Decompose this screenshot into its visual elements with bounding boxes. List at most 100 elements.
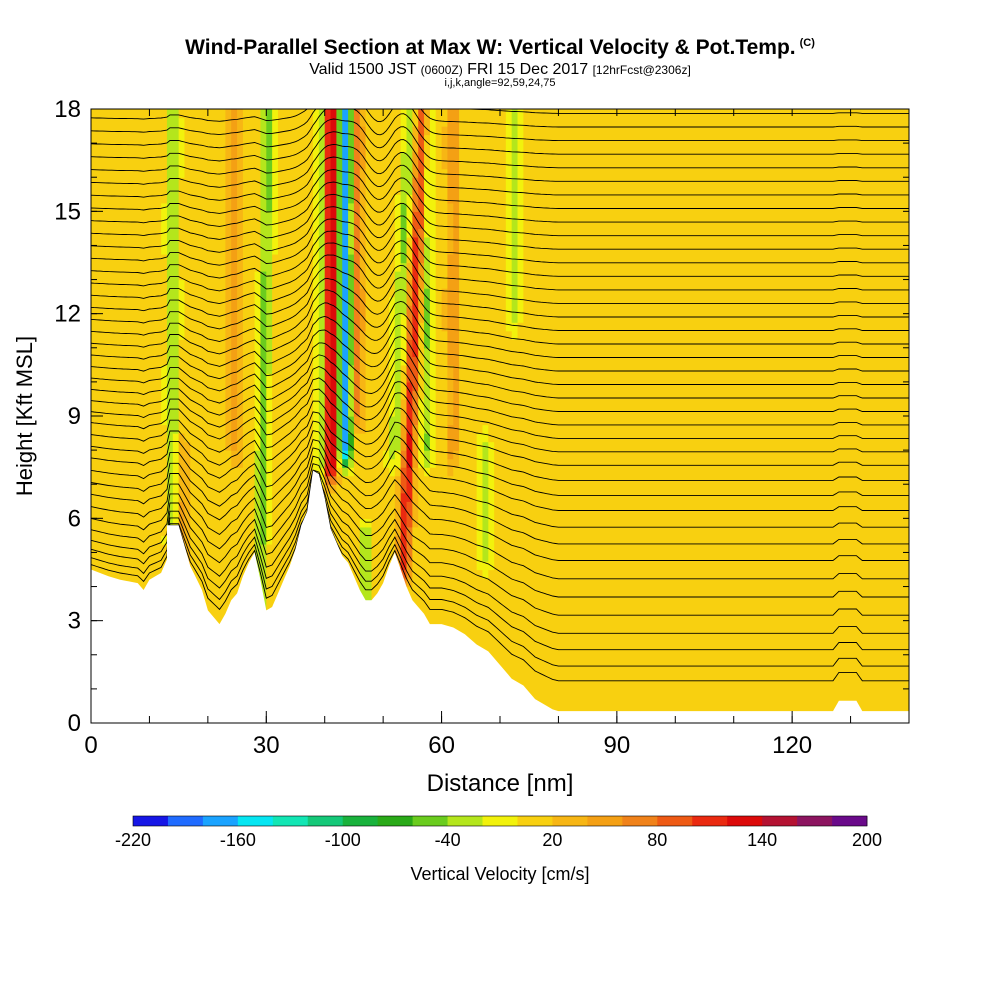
velocity-cell [424, 475, 431, 723]
velocity-cell [394, 535, 402, 579]
velocity-cell [739, 109, 746, 723]
axes: 0 30 60 90 120 0 3 6 9 12 15 18 [54, 96, 910, 759]
isentrope-line [91, 230, 909, 291]
velocity-cell [850, 109, 858, 723]
velocity-cell [897, 109, 904, 723]
velocity-cell [213, 109, 221, 723]
isentrope-line [91, 447, 909, 561]
velocity-cell [190, 109, 197, 723]
colorbar-swatch [272, 816, 309, 826]
isentrope-line [91, 242, 909, 304]
velocity-cell [494, 109, 501, 723]
velocity-cell [330, 109, 337, 468]
colorbar-swatch [657, 816, 693, 826]
velocity-cell [108, 109, 115, 723]
velocity-cell [406, 305, 413, 340]
velocity-cell [336, 475, 343, 485]
velocity-cell [336, 458, 343, 468]
velocity-cell [470, 109, 478, 723]
colorbar-swatch [342, 816, 379, 826]
velocity-cell [424, 236, 431, 289]
velocity-cell [336, 109, 343, 451]
colorbar-swatch [517, 816, 553, 826]
velocity-cell [459, 109, 466, 723]
velocity-cell [406, 467, 413, 502]
velocity-cell [336, 450, 343, 460]
velocity-cell [529, 109, 536, 723]
colorbar-swatch [692, 816, 728, 826]
colorbar-swatch [832, 816, 868, 826]
velocity-cell [482, 109, 489, 426]
velocity-cell [453, 109, 460, 451]
velocity-cell [406, 560, 413, 579]
isentrope-line [91, 366, 909, 439]
velocity-cell [359, 433, 367, 519]
velocity-cell [424, 467, 431, 477]
velocity-cell [400, 364, 408, 400]
velocity-cell [418, 288, 425, 323]
velocity-cell [686, 109, 694, 723]
velocity-cell [114, 109, 121, 723]
isentrope-line [91, 289, 909, 358]
velocity-cell [394, 271, 402, 451]
velocity-cell [266, 373, 273, 545]
velocity-cell [710, 109, 717, 723]
velocity-cell [406, 109, 413, 195]
colorbar-tick-label: 80 [647, 830, 667, 850]
velocity-cell [517, 322, 524, 723]
velocity-cell [424, 347, 431, 434]
velocity-cell [447, 364, 454, 426]
velocity-cell [161, 253, 168, 366]
velocity-cell [412, 390, 419, 426]
velocity-cell [348, 433, 355, 451]
velocity-cell [289, 109, 297, 723]
velocity-cell [511, 322, 519, 340]
velocity-cell [400, 450, 408, 468]
velocity-cell [237, 109, 244, 468]
velocity-cell [383, 109, 390, 451]
velocity-cell [400, 313, 408, 366]
x-tick-label: 60 [428, 732, 455, 759]
velocity-cell [570, 109, 577, 723]
y-tick-label: 6 [68, 505, 81, 532]
velocity-cell [178, 109, 186, 119]
velocity-cell [248, 109, 256, 723]
isentrope-line [91, 266, 909, 331]
velocity-cell [587, 109, 595, 723]
velocity-cell [295, 109, 302, 723]
velocity-cell [535, 109, 542, 723]
velocity-cell [815, 109, 822, 723]
velocity-cell [418, 109, 425, 229]
velocity-cell [272, 109, 279, 255]
velocity-cell [681, 109, 688, 723]
velocity-cell [365, 518, 373, 528]
velocity-cell [388, 296, 396, 417]
colorbar-label: Vertical Velocity [cm/s] [410, 864, 589, 884]
x-tick-label: 120 [772, 732, 812, 759]
velocity-cell [441, 109, 449, 127]
velocity-cell [342, 467, 349, 477]
velocity-cell [272, 253, 279, 723]
colorbar-tick-label: 200 [852, 830, 882, 850]
velocity-cell [657, 109, 665, 723]
velocity-cell [348, 109, 355, 204]
isentrope-line [91, 377, 909, 453]
isentrope-line [91, 277, 909, 345]
velocity-cell [394, 194, 402, 272]
velocity-cell [751, 109, 758, 723]
velocity-cell [418, 398, 425, 468]
isentrope-contours [91, 109, 909, 682]
velocity-cell [348, 450, 355, 460]
velocity-cell [301, 109, 308, 723]
y-tick-label: 3 [68, 608, 81, 635]
velocity-cell [418, 228, 425, 264]
velocity-cell [254, 109, 262, 272]
velocity-cell [891, 109, 898, 723]
velocity-cell [692, 109, 700, 723]
velocity-cell [453, 450, 460, 468]
colorbar-swatch [482, 816, 518, 826]
velocity-cell [120, 109, 127, 723]
velocity-cell [207, 109, 215, 723]
colorbar-swatch [762, 816, 798, 826]
velocity-cell [733, 109, 741, 723]
